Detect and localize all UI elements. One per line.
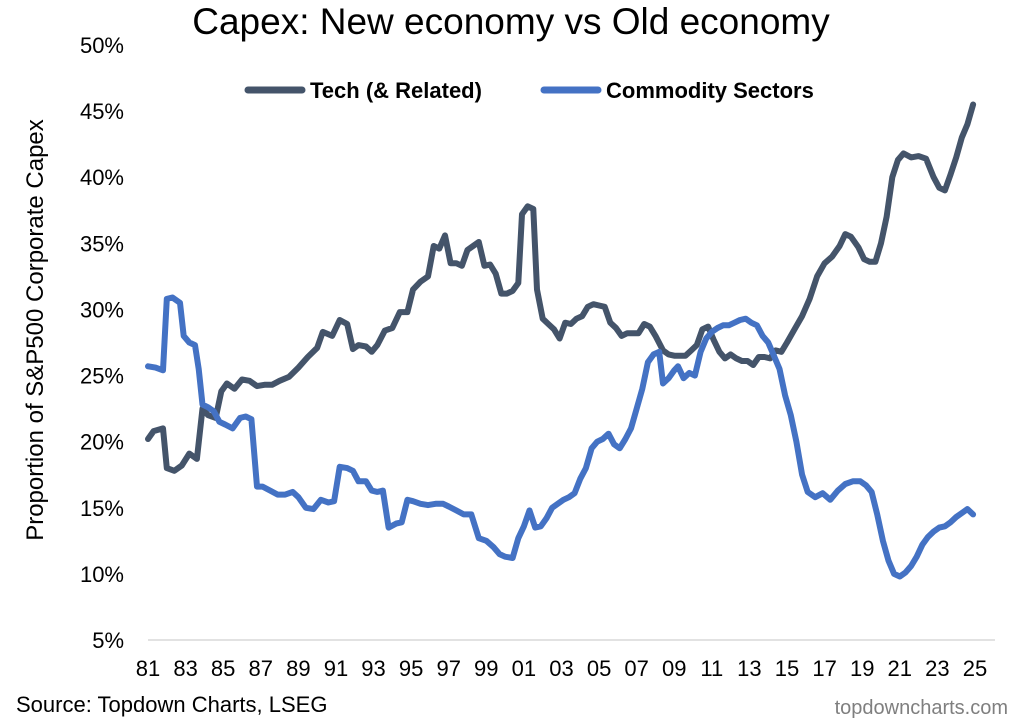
y-tick-label: 30% (80, 297, 124, 322)
x-tick-label: 23 (925, 656, 949, 681)
x-tick-label: 85 (211, 656, 235, 681)
x-tick-label: 25 (963, 656, 987, 681)
x-tick-label: 19 (850, 656, 874, 681)
x-tick-label: 95 (399, 656, 423, 681)
y-tick-label: 10% (80, 562, 124, 587)
x-tick-label: 97 (436, 656, 460, 681)
x-tick-label: 11 (700, 656, 723, 681)
legend-label: Tech (& Related) (310, 78, 482, 103)
x-tick-label: 07 (624, 656, 648, 681)
x-tick-label: 81 (136, 656, 160, 681)
x-axis-ticks: 81 83 85 87 89 91 93 95 97 99 01 03 05 07 09 11 13 15 17 19… (136, 656, 987, 681)
y-tick-label: 20% (80, 430, 124, 455)
y-tick-label: 35% (80, 231, 124, 256)
series-lines (145, 101, 977, 580)
x-tick-label: 87 (249, 656, 273, 681)
y-tick-label: 40% (80, 165, 124, 190)
x-tick-label: 01 (512, 656, 536, 681)
watermark: topdowncharts.com (834, 697, 1008, 719)
x-tick-label: 99 (474, 656, 498, 681)
x-tick-label: 05 (587, 656, 611, 681)
legend-label: Commodity Sectors (606, 78, 814, 103)
x-tick-label: 15 (775, 656, 799, 681)
y-tick-label: 25% (80, 364, 124, 389)
y-axis-label: Proportion of S&P500 Corporate Capex (22, 119, 49, 541)
x-tick-label: 21 (888, 656, 912, 681)
y-tick-label: 15% (80, 496, 124, 521)
y-tick-label: 45% (80, 99, 124, 124)
series-line-tech (145, 101, 977, 474)
x-tick-label: 09 (662, 656, 686, 681)
series-line-commodity (145, 294, 977, 580)
x-tick-label: 89 (286, 656, 310, 681)
x-tick-label: 91 (324, 656, 348, 681)
legend: Tech (& Related) Commodity Sectors (244, 78, 814, 103)
y-tick-label: 50% (80, 33, 124, 58)
chart-title: Capex: New economy vs Old economy (192, 1, 830, 42)
y-tick-label: 5% (92, 628, 124, 653)
x-tick-label: 93 (361, 656, 385, 681)
y-axis-ticks: 5% 10% 15% 20% 25% 30% 35% 40% 45% 50% (80, 33, 124, 653)
x-tick-label: 13 (737, 656, 761, 681)
x-tick-label: 83 (173, 656, 197, 681)
source-note: Source: Topdown Charts, LSEG (16, 692, 328, 717)
x-tick-label: 17 (812, 656, 836, 681)
x-tick-label: 03 (549, 656, 573, 681)
